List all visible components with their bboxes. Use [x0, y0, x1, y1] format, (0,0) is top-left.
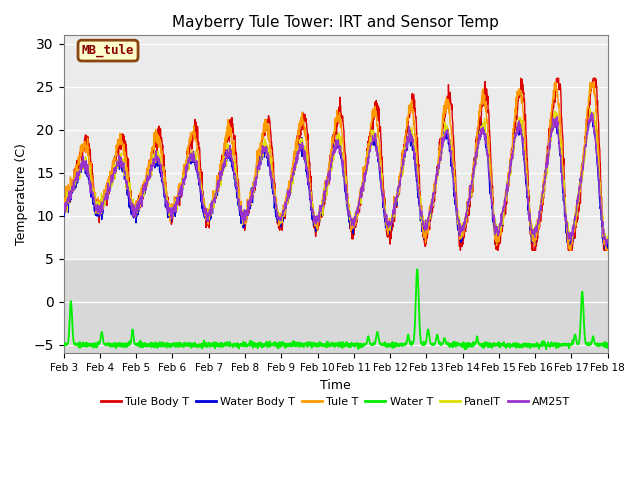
X-axis label: Time: Time — [320, 379, 351, 392]
Bar — [63, 259, 607, 353]
Title: Mayberry Tule Tower: IRT and Sensor Temp: Mayberry Tule Tower: IRT and Sensor Temp — [172, 15, 499, 30]
Text: MB_tule: MB_tule — [82, 44, 134, 57]
Legend: Tule Body T, Water Body T, Tule T, Water T, PanelT, AM25T: Tule Body T, Water Body T, Tule T, Water… — [97, 393, 575, 411]
Y-axis label: Temperature (C): Temperature (C) — [15, 144, 28, 245]
